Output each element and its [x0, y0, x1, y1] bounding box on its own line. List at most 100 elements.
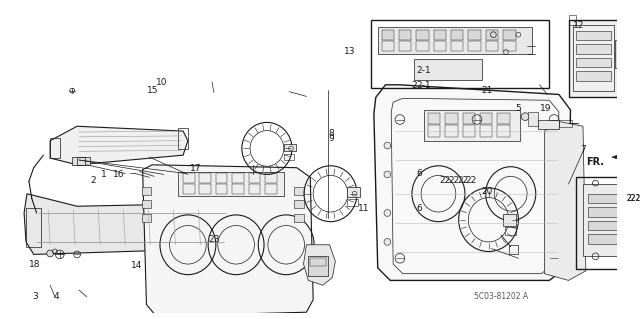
Bar	[428, 125, 440, 137]
Bar	[424, 110, 520, 141]
Bar	[220, 208, 235, 245]
Bar	[399, 41, 412, 51]
Ellipse shape	[522, 113, 529, 121]
Bar	[480, 125, 492, 137]
Bar	[588, 234, 630, 244]
Text: 11: 11	[358, 204, 369, 213]
Bar	[248, 184, 260, 194]
Polygon shape	[545, 122, 586, 280]
Text: 13: 13	[344, 47, 356, 56]
Bar	[576, 58, 611, 68]
Bar	[216, 174, 227, 183]
Bar	[451, 30, 463, 40]
Bar	[451, 41, 463, 51]
Bar	[200, 174, 211, 183]
Text: 7: 7	[580, 145, 586, 154]
Bar	[310, 258, 326, 266]
Text: 22: 22	[457, 176, 468, 185]
Text: 2222: 2222	[627, 194, 640, 203]
Text: 5: 5	[516, 104, 522, 114]
Bar	[399, 30, 412, 40]
Bar	[308, 256, 328, 276]
Bar	[416, 41, 429, 51]
Polygon shape	[612, 152, 627, 162]
Polygon shape	[50, 126, 188, 165]
Bar	[503, 214, 516, 226]
Polygon shape	[24, 194, 239, 255]
Ellipse shape	[557, 171, 564, 178]
Bar	[248, 174, 260, 183]
Bar	[284, 154, 294, 160]
Bar	[445, 125, 458, 137]
Bar	[615, 40, 623, 69]
Bar	[72, 157, 90, 165]
Bar	[265, 174, 276, 183]
Bar	[588, 207, 630, 217]
Text: 3: 3	[32, 292, 38, 301]
Polygon shape	[143, 165, 313, 316]
Bar	[284, 144, 296, 151]
Bar	[183, 174, 195, 183]
Text: 23: 23	[208, 235, 220, 244]
Bar	[141, 214, 151, 222]
Text: 2-1: 2-1	[417, 66, 431, 75]
Bar	[77, 157, 84, 165]
Bar	[179, 128, 188, 149]
Bar	[468, 30, 481, 40]
Text: 19: 19	[540, 104, 551, 114]
Ellipse shape	[557, 210, 564, 216]
Text: 2222: 2222	[627, 194, 640, 203]
Bar	[445, 113, 458, 124]
Bar	[183, 184, 195, 194]
Bar	[141, 200, 151, 208]
Bar	[463, 125, 475, 137]
Bar	[573, 25, 614, 91]
Bar	[559, 120, 572, 127]
Bar	[434, 41, 446, 51]
Bar	[428, 113, 440, 124]
Bar	[179, 172, 284, 196]
Bar	[347, 187, 360, 197]
Text: 2-1: 2-1	[417, 81, 431, 90]
Polygon shape	[303, 245, 335, 285]
Text: 2: 2	[412, 81, 417, 90]
Text: 14: 14	[131, 262, 143, 271]
Bar	[568, 20, 619, 97]
Text: 17: 17	[190, 164, 202, 173]
Bar	[381, 41, 394, 51]
Text: 5C03-81202 A: 5C03-81202 A	[474, 292, 528, 301]
Bar	[486, 30, 498, 40]
Text: 15: 15	[147, 86, 158, 95]
Text: 12: 12	[573, 21, 585, 30]
Text: 18: 18	[29, 260, 40, 269]
Bar	[216, 184, 227, 194]
Text: 16: 16	[113, 170, 124, 179]
Bar	[528, 112, 538, 126]
Text: 4: 4	[53, 292, 59, 301]
Bar	[26, 208, 42, 247]
Bar	[434, 30, 446, 40]
Text: 1: 1	[101, 170, 107, 179]
Bar	[497, 125, 509, 137]
Bar	[232, 184, 244, 194]
Text: 22: 22	[465, 176, 477, 185]
Bar	[497, 113, 509, 124]
Bar	[576, 71, 611, 81]
Polygon shape	[374, 85, 570, 280]
Bar	[583, 184, 636, 256]
Bar	[576, 177, 640, 269]
Ellipse shape	[384, 142, 391, 149]
Text: 2: 2	[91, 176, 96, 185]
Bar	[414, 59, 482, 80]
Text: FR.: FR.	[586, 157, 605, 167]
Text: 20: 20	[481, 187, 492, 196]
Bar	[200, 184, 211, 194]
Bar	[416, 30, 429, 40]
Bar	[294, 187, 303, 195]
Ellipse shape	[47, 250, 54, 257]
Bar	[468, 41, 481, 51]
Ellipse shape	[384, 239, 391, 245]
Bar	[463, 113, 475, 124]
Bar	[232, 174, 244, 183]
Bar	[505, 227, 516, 235]
